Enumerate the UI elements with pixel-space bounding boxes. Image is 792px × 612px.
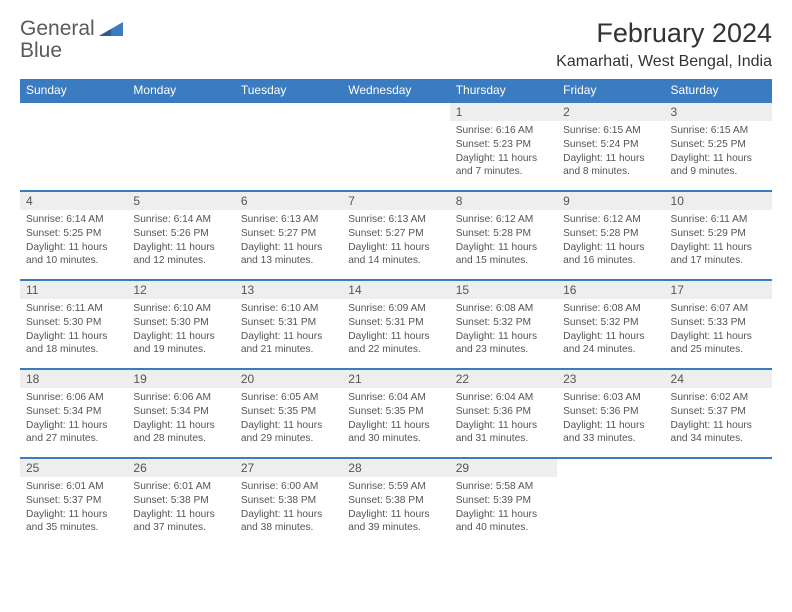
weekday-header: Tuesday [235, 79, 342, 102]
day-detail-cell: Sunrise: 6:09 AMSunset: 5:31 PMDaylight:… [342, 299, 449, 369]
calendar: Sunday Monday Tuesday Wednesday Thursday… [20, 79, 772, 547]
day-detail-cell: Sunrise: 6:14 AMSunset: 5:25 PMDaylight:… [20, 210, 127, 280]
day-detail-cell: Sunrise: 6:12 AMSunset: 5:28 PMDaylight:… [557, 210, 664, 280]
day-number-cell: 12 [127, 280, 234, 299]
day-number-cell: 3 [665, 102, 772, 121]
day-detail-cell: Sunrise: 5:59 AMSunset: 5:38 PMDaylight:… [342, 477, 449, 547]
logo-text: General Blue [20, 18, 95, 62]
day-number-cell: 1 [450, 102, 557, 121]
day-number-cell: 21 [342, 369, 449, 388]
weekday-header: Sunday [20, 79, 127, 102]
day-detail-cell: Sunrise: 6:16 AMSunset: 5:23 PMDaylight:… [450, 121, 557, 191]
day-number-cell: 4 [20, 191, 127, 210]
day-number-cell [665, 458, 772, 477]
day-detail-cell [557, 477, 664, 547]
day-number-cell: 27 [235, 458, 342, 477]
day-detail-cell: Sunrise: 6:08 AMSunset: 5:32 PMDaylight:… [557, 299, 664, 369]
day-detail-cell: Sunrise: 6:01 AMSunset: 5:37 PMDaylight:… [20, 477, 127, 547]
day-detail-cell [342, 121, 449, 191]
day-detail-row: Sunrise: 6:11 AMSunset: 5:30 PMDaylight:… [20, 299, 772, 369]
logo-text-part2: Blue [20, 39, 62, 62]
day-number-cell: 24 [665, 369, 772, 388]
calendar-body: 123Sunrise: 6:16 AMSunset: 5:23 PMDaylig… [20, 102, 772, 547]
weekday-header: Saturday [665, 79, 772, 102]
day-number-cell: 20 [235, 369, 342, 388]
day-number-cell: 2 [557, 102, 664, 121]
day-detail-cell: Sunrise: 6:15 AMSunset: 5:24 PMDaylight:… [557, 121, 664, 191]
day-detail-cell: Sunrise: 6:05 AMSunset: 5:35 PMDaylight:… [235, 388, 342, 458]
day-number-cell: 6 [235, 191, 342, 210]
header: General Blue February 2024 Kamarhati, We… [20, 18, 772, 71]
day-number-cell: 22 [450, 369, 557, 388]
day-number-cell: 9 [557, 191, 664, 210]
day-number-cell: 19 [127, 369, 234, 388]
day-number-cell [342, 102, 449, 121]
day-detail-cell: Sunrise: 6:04 AMSunset: 5:36 PMDaylight:… [450, 388, 557, 458]
logo: General Blue [20, 18, 125, 62]
day-number-cell [557, 458, 664, 477]
day-number-cell: 5 [127, 191, 234, 210]
month-title: February 2024 [556, 18, 772, 49]
day-number-cell: 25 [20, 458, 127, 477]
day-detail-cell: Sunrise: 6:01 AMSunset: 5:38 PMDaylight:… [127, 477, 234, 547]
day-detail-cell: Sunrise: 6:00 AMSunset: 5:38 PMDaylight:… [235, 477, 342, 547]
day-number-row: 11121314151617 [20, 280, 772, 299]
day-number-cell: 16 [557, 280, 664, 299]
weekday-header-row: Sunday Monday Tuesday Wednesday Thursday… [20, 79, 772, 102]
day-detail-cell: Sunrise: 6:03 AMSunset: 5:36 PMDaylight:… [557, 388, 664, 458]
day-number-cell: 8 [450, 191, 557, 210]
weekday-header: Thursday [450, 79, 557, 102]
day-detail-row: Sunrise: 6:16 AMSunset: 5:23 PMDaylight:… [20, 121, 772, 191]
day-detail-cell: Sunrise: 5:58 AMSunset: 5:39 PMDaylight:… [450, 477, 557, 547]
weekday-header: Friday [557, 79, 664, 102]
day-number-cell [127, 102, 234, 121]
day-detail-cell: Sunrise: 6:15 AMSunset: 5:25 PMDaylight:… [665, 121, 772, 191]
day-number-row: 18192021222324 [20, 369, 772, 388]
day-number-cell: 26 [127, 458, 234, 477]
location: Kamarhati, West Bengal, India [556, 53, 772, 71]
day-number-row: 2526272829 [20, 458, 772, 477]
logo-text-part1: General [20, 17, 95, 40]
day-number-row: 123 [20, 102, 772, 121]
day-detail-cell: Sunrise: 6:13 AMSunset: 5:27 PMDaylight:… [342, 210, 449, 280]
day-detail-cell: Sunrise: 6:12 AMSunset: 5:28 PMDaylight:… [450, 210, 557, 280]
day-detail-cell: Sunrise: 6:04 AMSunset: 5:35 PMDaylight:… [342, 388, 449, 458]
day-detail-cell: Sunrise: 6:10 AMSunset: 5:30 PMDaylight:… [127, 299, 234, 369]
day-number-cell [235, 102, 342, 121]
day-detail-cell: Sunrise: 6:14 AMSunset: 5:26 PMDaylight:… [127, 210, 234, 280]
day-detail-cell: Sunrise: 6:06 AMSunset: 5:34 PMDaylight:… [127, 388, 234, 458]
day-number-cell: 10 [665, 191, 772, 210]
day-detail-row: Sunrise: 6:14 AMSunset: 5:25 PMDaylight:… [20, 210, 772, 280]
day-number-cell: 17 [665, 280, 772, 299]
day-detail-cell: Sunrise: 6:11 AMSunset: 5:29 PMDaylight:… [665, 210, 772, 280]
day-detail-cell: Sunrise: 6:10 AMSunset: 5:31 PMDaylight:… [235, 299, 342, 369]
day-number-row: 45678910 [20, 191, 772, 210]
weekday-header: Monday [127, 79, 234, 102]
day-detail-cell: Sunrise: 6:06 AMSunset: 5:34 PMDaylight:… [20, 388, 127, 458]
day-detail-cell: Sunrise: 6:07 AMSunset: 5:33 PMDaylight:… [665, 299, 772, 369]
day-number-cell: 7 [342, 191, 449, 210]
day-number-cell: 29 [450, 458, 557, 477]
day-detail-cell: Sunrise: 6:02 AMSunset: 5:37 PMDaylight:… [665, 388, 772, 458]
weekday-header: Wednesday [342, 79, 449, 102]
day-detail-cell [235, 121, 342, 191]
day-number-cell: 13 [235, 280, 342, 299]
day-number-cell: 11 [20, 280, 127, 299]
day-number-cell: 15 [450, 280, 557, 299]
day-detail-cell [665, 477, 772, 547]
logo-triangle-icon [99, 20, 125, 45]
day-detail-row: Sunrise: 6:06 AMSunset: 5:34 PMDaylight:… [20, 388, 772, 458]
day-detail-cell: Sunrise: 6:13 AMSunset: 5:27 PMDaylight:… [235, 210, 342, 280]
day-number-cell: 23 [557, 369, 664, 388]
day-number-cell: 14 [342, 280, 449, 299]
day-detail-cell: Sunrise: 6:11 AMSunset: 5:30 PMDaylight:… [20, 299, 127, 369]
day-detail-cell [20, 121, 127, 191]
day-detail-cell [127, 121, 234, 191]
day-detail-row: Sunrise: 6:01 AMSunset: 5:37 PMDaylight:… [20, 477, 772, 547]
day-detail-cell: Sunrise: 6:08 AMSunset: 5:32 PMDaylight:… [450, 299, 557, 369]
day-number-cell: 28 [342, 458, 449, 477]
day-number-cell: 18 [20, 369, 127, 388]
day-number-cell [20, 102, 127, 121]
title-block: February 2024 Kamarhati, West Bengal, In… [556, 18, 772, 71]
